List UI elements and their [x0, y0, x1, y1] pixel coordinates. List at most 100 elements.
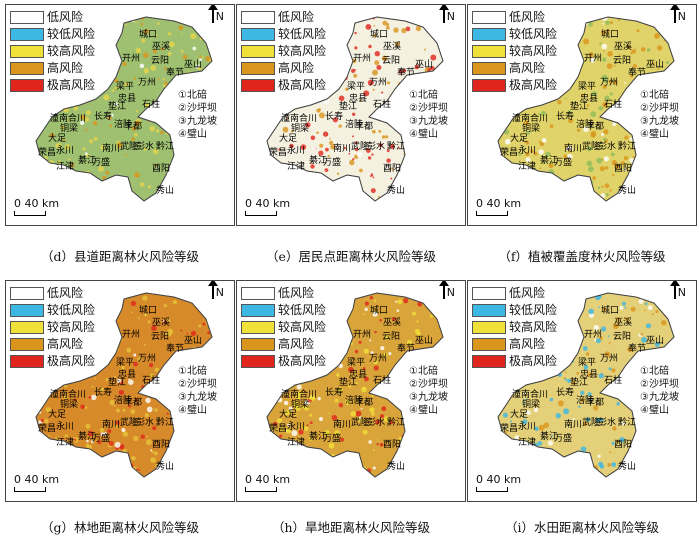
place-label: 云阳	[613, 332, 632, 342]
place-label: 大足	[510, 410, 529, 420]
place-label: 开州	[584, 54, 603, 64]
scale-zero: 0	[245, 473, 256, 486]
place-label: 江津	[287, 438, 306, 448]
map-panel-d: 城口 巫溪 开州 云阳 巫山 奉节 万州 梁平 忠县 垫江 石柱 长寿 涪陵 丰都 潼南 合川 铜梁 大足 永川 荣昌…	[5, 4, 235, 226]
place-label: 涪陵	[345, 396, 364, 406]
place-label: 合川	[530, 390, 549, 400]
legend-label: 较低风险	[509, 303, 558, 317]
legend-label: 较高风险	[278, 320, 327, 334]
place-label: 石柱	[373, 100, 392, 110]
place-label: 涪陵	[114, 120, 133, 130]
place-label: 荣昌	[38, 148, 57, 158]
place-label: 开州	[122, 330, 141, 340]
place-label: 彭水	[367, 142, 386, 152]
district-notes: ①北碚 ②沙坪坝 ③九龙坡 ④璧山	[640, 365, 679, 417]
legend-swatch	[241, 338, 275, 351]
place-label: 云阳	[382, 332, 401, 342]
place-label: 黔江	[156, 418, 175, 428]
north-label: N	[677, 10, 686, 23]
place-label: 奉节	[166, 344, 185, 354]
place-label: 潼南	[512, 114, 531, 124]
district-note: ①北碚	[178, 366, 207, 377]
place-label: 垫江	[339, 102, 358, 112]
north-arrow-icon: N	[207, 5, 224, 23]
place-label: 巫溪	[152, 318, 171, 328]
legend-item: 低风险	[10, 285, 95, 302]
legend-swatch	[10, 45, 44, 58]
legend-item: 极高风险	[10, 77, 95, 94]
scale-bar: 0 40 km	[14, 473, 59, 492]
legend-label: 较低风险	[278, 27, 327, 41]
place-label: 酉阳	[614, 440, 633, 450]
legend-swatch	[241, 304, 275, 317]
place-label: 梁平	[347, 358, 366, 368]
place-label: 黔江	[387, 142, 406, 152]
place-label: 丰都	[124, 398, 143, 408]
place-label: 梁平	[578, 82, 597, 92]
place-label: 万州	[369, 354, 388, 364]
place-label: 武隆	[120, 418, 139, 428]
panel-caption: （i）水田距离林火风险等级	[505, 520, 659, 535]
place-label: 云阳	[151, 332, 170, 342]
place-label: 大足	[48, 134, 67, 144]
legend-swatch	[10, 11, 44, 24]
place-label: 巫溪	[614, 42, 633, 52]
place-label: 石柱	[604, 376, 623, 386]
legend-swatch	[472, 11, 506, 24]
place-label: 铜梁	[522, 400, 541, 410]
place-label: 长寿	[94, 112, 113, 122]
legend: 低风险 较低风险 较高风险 高风险 极高风险	[10, 285, 95, 370]
place-label: 长寿	[94, 388, 113, 398]
place-label: 潼南	[281, 114, 300, 124]
place-label: 合川	[68, 390, 87, 400]
legend: 低风险 较低风险 较高风险 高风险 极高风险	[241, 9, 326, 94]
place-label: 合川	[299, 390, 318, 400]
risk-map-i	[497, 292, 675, 478]
legend-label: 极高风险	[509, 354, 558, 368]
legend-label: 高风险	[278, 337, 315, 351]
legend-item: 高风险	[472, 60, 557, 77]
legend-swatch	[241, 287, 275, 300]
legend-label: 较低风险	[278, 303, 327, 317]
district-notes: ①北碚 ②沙坪坝 ③九龙坡 ④璧山	[409, 89, 448, 141]
place-label: 綦江	[540, 432, 559, 442]
place-label: 奉节	[397, 344, 416, 354]
legend-label: 较低风险	[47, 303, 96, 317]
place-label: 潼南	[50, 390, 69, 400]
place-label: 秀山	[618, 186, 637, 196]
place-label: 长寿	[325, 112, 344, 122]
map-panel-h: 城口 巫溪 开州 云阳 巫山 奉节 万州 梁平 忠县 垫江 石柱 长寿 涪陵 丰都 潼南 合川 铜梁 大足 永川 荣昌…	[236, 280, 466, 502]
place-label: 巫山	[646, 60, 665, 70]
risk-map-g	[35, 292, 213, 478]
scale-bar: 0 40 km	[476, 473, 521, 492]
legend-label: 低风险	[278, 286, 315, 300]
place-label: 酉阳	[152, 164, 171, 174]
place-label: 黔江	[618, 418, 637, 428]
legend: 低风险 较低风险 较高风险 高风险 极高风险	[472, 9, 557, 94]
district-note: ①北碚	[409, 366, 438, 377]
legend-item: 低风险	[241, 9, 326, 26]
place-label: 彭水	[136, 142, 155, 152]
place-label: 永川	[56, 422, 75, 432]
legend-swatch	[241, 79, 275, 92]
place-label: 荣昌	[269, 424, 288, 434]
place-label: 万盛	[554, 434, 573, 444]
place-label: 秀山	[387, 186, 406, 196]
legend-item: 高风险	[472, 336, 557, 353]
place-label: 南川	[102, 420, 121, 430]
legend-item: 低风险	[241, 285, 326, 302]
place-label: 江津	[518, 438, 537, 448]
legend-label: 极高风险	[278, 78, 327, 92]
risk-map-f	[497, 16, 675, 202]
legend-item: 高风险	[241, 336, 326, 353]
district-note: ②沙坪坝	[178, 379, 217, 390]
legend-item: 较高风险	[472, 43, 557, 60]
place-label: 巫山	[415, 60, 434, 70]
place-label: 丰都	[124, 122, 143, 132]
legend: 低风险较低风险较高风险高风险极高风险	[241, 285, 326, 370]
north-arrow-icon: N	[669, 5, 686, 23]
legend-label: 极高风险	[278, 354, 327, 368]
place-label: 万州	[369, 78, 388, 88]
place-label: 潼南	[512, 390, 531, 400]
place-label: 江津	[56, 438, 75, 448]
